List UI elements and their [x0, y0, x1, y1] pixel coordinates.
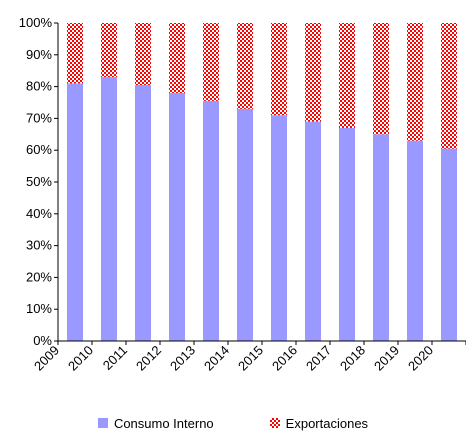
- x-tick-label: 2017: [303, 343, 334, 374]
- x-tick-label: 2018: [337, 343, 368, 374]
- y-tick-label: 20%: [26, 269, 52, 284]
- x-tick-label: 2013: [167, 343, 198, 374]
- y-tick-label: 50%: [26, 174, 52, 189]
- stacked-bar-chart: 0% 10% 20% 30% 40% 50% 60% 70% 80% 90% 100% 2009 20…: [19, 15, 466, 374]
- y-tick-label: 40%: [26, 206, 52, 221]
- x-tick-label: 2010: [65, 343, 96, 374]
- legend-swatch-exportaciones: [269, 418, 280, 428]
- y-tick-label: 60%: [26, 142, 52, 157]
- legend-item-exportaciones: Exportaciones: [269, 414, 369, 432]
- y-axis: 0% 10% 20% 30% 40% 50% 60% 70% 80% 90% 100%: [19, 15, 59, 348]
- legend-item-consumo-interno: Consumo Interno: [97, 414, 214, 432]
- bars: [67, 23, 457, 342]
- x-axis: 2009 2010 2011 2012 2013 2014 2015 2016 2017 2018…: [31, 340, 466, 374]
- x-tick-label: 2012: [133, 343, 164, 374]
- bar-exportaciones-2011: [135, 23, 151, 86]
- bar-consumo-interno-2014: [237, 108, 253, 341]
- legend-swatch-consumo-interno: [97, 418, 108, 428]
- x-tick-label: 2015: [235, 343, 266, 374]
- bar-consumo-interno-2010: [101, 77, 117, 341]
- bar-exportaciones-2016: [305, 23, 321, 122]
- bar-consumo-interno-2015: [271, 115, 287, 341]
- x-tick-label: 2016: [269, 343, 300, 374]
- y-tick-label: 70%: [26, 110, 52, 125]
- legend-label-consumo-interno: Consumo Interno: [113, 415, 214, 431]
- bar-exportaciones-2013: [203, 23, 219, 101]
- bar-consumo-interno-2020: [441, 148, 457, 341]
- legend: Consumo Interno Exportaciones: [0, 414, 466, 432]
- y-tick-label: 90%: [26, 47, 52, 62]
- bar-consumo-interno-2018: [373, 134, 389, 341]
- bar-exportaciones-2020: [441, 23, 457, 149]
- bar-consumo-interno-2013: [203, 100, 219, 341]
- bar-exportaciones-2014: [237, 23, 253, 109]
- y-tick-label: 100%: [19, 15, 53, 30]
- y-tick-label: 80%: [26, 79, 52, 94]
- bar-exportaciones-2009: [67, 23, 83, 84]
- bar-consumo-interno-2012: [169, 92, 185, 342]
- bar-exportaciones-2010: [101, 23, 117, 78]
- bar-exportaciones-2012: [169, 23, 185, 93]
- x-tick-label: 2020: [405, 343, 436, 374]
- bar-consumo-interno-2016: [305, 121, 321, 341]
- bar-consumo-interno-2019: [407, 140, 423, 341]
- bar-exportaciones-2019: [407, 23, 423, 141]
- x-tick-label: 2011: [100, 343, 130, 373]
- y-tick-label: 0%: [33, 333, 52, 348]
- y-tick-label: 30%: [26, 238, 52, 253]
- bar-exportaciones-2015: [271, 23, 287, 116]
- bar-exportaciones-2018: [373, 23, 389, 135]
- x-tick-label: 2014: [201, 343, 232, 374]
- x-tick-label: 2019: [371, 343, 402, 374]
- legend-label-exportaciones: Exportaciones: [285, 415, 369, 431]
- bar-consumo-interno-2009: [67, 83, 83, 342]
- bar-exportaciones-2017: [339, 23, 355, 128]
- bar-consumo-interno-2017: [339, 127, 355, 341]
- y-tick-label: 10%: [26, 301, 52, 316]
- bar-consumo-interno-2011: [135, 85, 151, 341]
